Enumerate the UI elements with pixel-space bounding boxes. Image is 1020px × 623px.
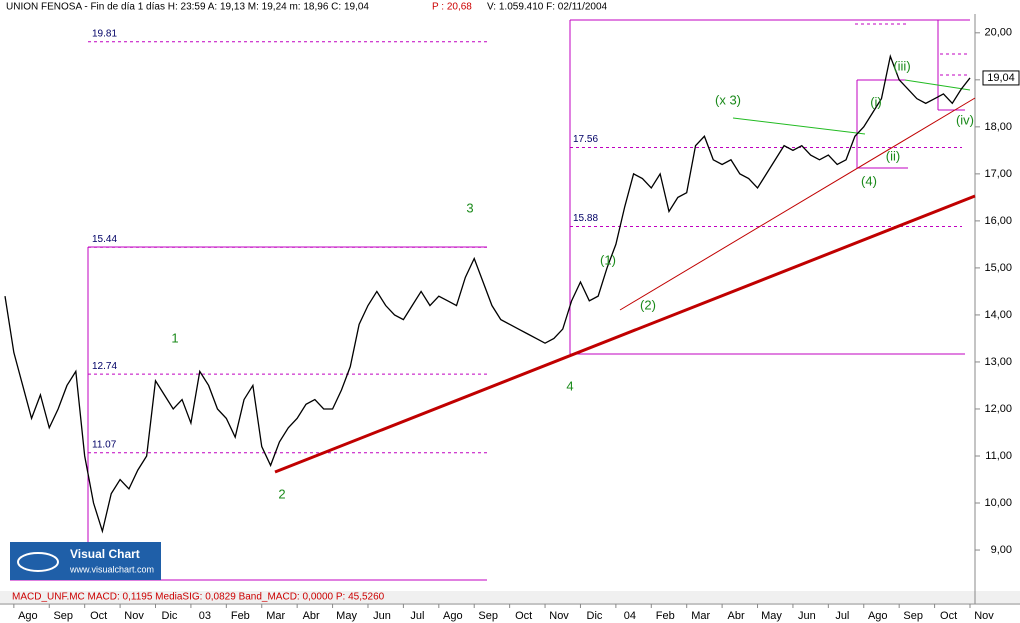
logo-icon <box>17 552 59 572</box>
wave-label: (4) <box>861 173 877 188</box>
y-tick-label: 10,00 <box>984 497 1012 509</box>
wave-label: (iii) <box>893 58 910 73</box>
level-label: 15.44 <box>92 234 117 245</box>
guide-line <box>619 97 976 311</box>
guide-line <box>732 117 866 135</box>
x-tick-label: Abr <box>728 610 745 622</box>
guide-line <box>904 79 971 91</box>
x-tick-label: Nov <box>974 610 994 622</box>
x-tick-label: Sep <box>478 610 498 622</box>
x-tick-label: Abr <box>303 610 320 622</box>
x-tick-label: Mar <box>266 610 285 622</box>
macd-text: MACD_UNF.MC MACD: 0,1195 MediaSIG: 0,082… <box>12 592 385 603</box>
x-tick-label: 04 <box>624 610 636 622</box>
wave-label: (x 3) <box>715 92 741 107</box>
wave-label: (iv) <box>956 112 974 127</box>
header-bar <box>0 0 1020 14</box>
level-label: 19.81 <box>92 28 117 39</box>
y-tick-label: 18,00 <box>984 121 1012 133</box>
x-tick-label: May <box>336 610 357 622</box>
wave-label: 2 <box>278 486 285 501</box>
x-tick-label: Dic <box>162 610 178 622</box>
level-label: 15.88 <box>573 213 598 224</box>
last-price-label: 19,04 <box>987 72 1015 84</box>
y-tick-label: 11,00 <box>985 450 1012 462</box>
y-tick-label: 15,00 <box>984 262 1012 274</box>
x-tick-label: Jul <box>410 610 424 622</box>
x-tick-label: Oct <box>515 610 532 622</box>
x-tick-label: Oct <box>940 610 957 622</box>
wave-label: 1 <box>171 330 178 345</box>
y-tick-label: 20,00 <box>984 27 1012 39</box>
level-label: 12.74 <box>92 361 117 372</box>
x-tick-label: Jun <box>798 610 816 622</box>
logo: Visual Chart www.visualchart.com <box>10 542 161 580</box>
wave-label: 3 <box>466 200 473 215</box>
y-tick-label: 9,00 <box>991 544 1012 556</box>
logo-text: Visual Chart <box>70 547 140 561</box>
last-price-box <box>982 70 1020 86</box>
x-tick-label: Sep <box>53 610 73 622</box>
header-title: UNION FENOSA - Fin de día 1 días H: 23:5… <box>6 2 369 13</box>
x-tick-label: 03 <box>199 610 211 622</box>
logo-url: www.visualchart.com <box>69 564 154 574</box>
level-label: 17.56 <box>573 134 598 145</box>
header-rest: V: 1.059.410 F: 02/11/2004 <box>487 2 608 13</box>
wave-label: (ii) <box>886 148 900 163</box>
x-tick-label: Jul <box>835 610 849 622</box>
x-tick-label: Mar <box>691 610 710 622</box>
x-tick-label: Ago <box>868 610 888 622</box>
y-tick-label: 12,00 <box>984 403 1012 415</box>
x-tick-label: Nov <box>124 610 144 622</box>
x-tick-label: Sep <box>903 610 923 622</box>
wave-label: 4 <box>566 378 573 393</box>
y-tick-label: 16,00 <box>984 215 1012 227</box>
y-tick-label: 17,00 <box>984 168 1012 180</box>
wave-label: (i) <box>870 94 882 109</box>
x-tick-label: Dic <box>587 610 603 622</box>
wave-label: (1) <box>600 252 616 267</box>
level-label: 11.07 <box>92 439 117 450</box>
x-tick-label: Oct <box>90 610 107 622</box>
x-tick-label: Feb <box>656 610 675 622</box>
x-tick-label: Feb <box>231 610 250 622</box>
wave-label: (2) <box>640 297 656 312</box>
macd-bar <box>0 591 1020 603</box>
y-tick-label: 13,00 <box>984 356 1012 368</box>
x-tick-label: Ago <box>443 610 463 622</box>
x-tick-label: Nov <box>549 610 569 622</box>
guide-line <box>274 194 976 474</box>
header-p: P : 20,68 <box>432 2 472 13</box>
y-tick-label: 14,00 <box>984 309 1012 321</box>
price-line <box>4 53 971 534</box>
x-tick-label: May <box>761 610 782 622</box>
x-tick-label: Ago <box>18 610 38 622</box>
x-tick-label: Jun <box>373 610 391 622</box>
logo-box <box>10 542 161 580</box>
